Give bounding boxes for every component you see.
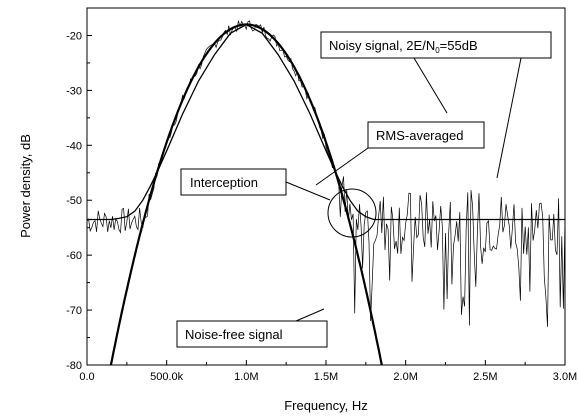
interception-circle xyxy=(327,188,377,238)
x-tick-label: 2.5M xyxy=(473,371,497,383)
annotation-noise-free: Noise-free signal xyxy=(176,308,328,348)
x-tick-label: 1.5M xyxy=(314,371,338,383)
y-tick-label: -60 xyxy=(66,250,82,262)
y-tick-label: -50 xyxy=(66,195,82,207)
y-tick-label: -40 xyxy=(66,140,82,152)
annotation-interception: Interception xyxy=(180,168,377,238)
series-noise-free-signal xyxy=(109,23,383,366)
annotation-noisy-arrow-2 xyxy=(496,57,522,179)
y-tick-label: -80 xyxy=(66,360,82,372)
y-axis-title: Power density, dB xyxy=(18,134,33,238)
y-tick-label: -30 xyxy=(66,85,82,97)
annotation-noisy-tail: =55dB xyxy=(440,38,478,53)
annotation-noisy-box xyxy=(320,31,552,59)
annotation-rms-arrow xyxy=(315,147,369,186)
annotation-rms-box xyxy=(367,121,485,149)
x-tick-label: 500.0k xyxy=(150,371,184,383)
annotation-rms-text: RMS-averaged xyxy=(376,128,463,143)
y-tick-label: -20 xyxy=(66,30,82,42)
series-rms-averaged xyxy=(87,23,565,221)
annotation-noisy-subscript: 0 xyxy=(435,46,440,55)
x-tick-label: 2.0M xyxy=(393,371,417,383)
annotation-noise-free-box xyxy=(176,320,328,348)
annotation-noisy-main: Noisy signal, 2E/N xyxy=(329,38,435,53)
series-noisy-signal xyxy=(86,20,566,327)
ticks-layer: 0.0 500.0k 1.0M 1.5M 2.0M 2.5M 3.0M -80 -70 -60 -5… xyxy=(66,7,577,383)
x-axis-title: Frequency, Hz xyxy=(284,398,368,413)
plot-frame xyxy=(86,7,566,366)
x-tick-label: 0.0 xyxy=(79,371,94,383)
x-tick-label: 1.0M xyxy=(234,371,258,383)
annotation-noise-free-text: Noise-free signal xyxy=(185,327,283,342)
annotation-noise-free-arrow xyxy=(295,308,325,322)
x-tick-label: 3.0M xyxy=(553,371,577,383)
y-tick-label: -70 xyxy=(66,305,82,317)
annotation-noisy-text: Noisy signal, 2E/N0=55dB xyxy=(329,38,478,55)
annotation-rms: RMS-averaged xyxy=(315,121,485,186)
curves-layer xyxy=(86,20,566,366)
annotation-noisy-signal: Noisy signal, 2E/N0=55dB xyxy=(320,31,552,179)
annotation-noisy-arrow-1 xyxy=(413,57,448,114)
annotation-interception-text: Interception xyxy=(190,175,258,190)
annotation-interception-arrow xyxy=(285,181,331,201)
